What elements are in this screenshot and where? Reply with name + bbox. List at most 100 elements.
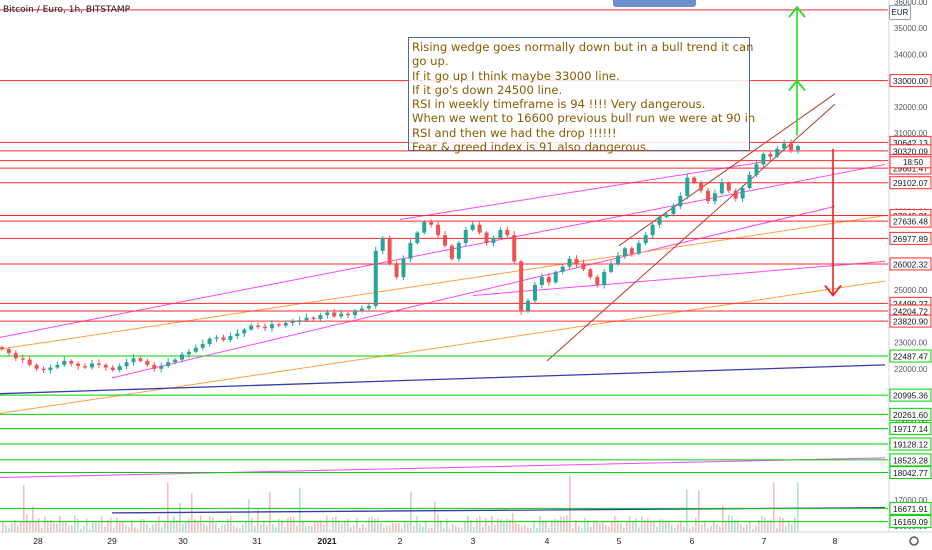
trendline (111, 205, 836, 379)
volume-bar (308, 525, 310, 532)
volume-bar (119, 522, 121, 532)
volume-bar (773, 482, 775, 532)
volume-bar (341, 523, 343, 532)
volume-bar (266, 525, 268, 532)
volume-bar (545, 521, 547, 532)
trendline (399, 161, 765, 220)
volume-bar (170, 522, 172, 532)
volume-bar (440, 520, 442, 532)
volume-bar (632, 521, 634, 532)
volume-bar (713, 521, 715, 532)
candle-body (436, 224, 441, 236)
volume-bar (149, 527, 151, 532)
volume-bar (674, 527, 676, 532)
candle-body (200, 343, 205, 348)
y-tick-label: 34000.00 (894, 50, 928, 59)
candle-body (69, 360, 74, 364)
candle-body (719, 182, 724, 194)
trendline (0, 364, 886, 395)
note-line: RSI in weekly timeframe is 94 !!!! Very … (412, 97, 706, 112)
volume-bar (677, 523, 679, 532)
volume-bar (671, 524, 673, 532)
x-tick-label: 3 (471, 536, 476, 546)
volume-bar (50, 519, 52, 532)
volume-bar (260, 524, 262, 532)
y-tick-label: 25000.00 (894, 286, 928, 295)
candle-body (346, 313, 351, 316)
candle-body (290, 321, 295, 323)
volume-bar (398, 522, 400, 532)
volume-bar (338, 520, 340, 532)
volume-bar (146, 523, 148, 532)
level-price-label: 29661.47 (893, 164, 928, 174)
candle-body (588, 269, 593, 278)
volume-bar (155, 522, 157, 532)
volume-bar (464, 521, 466, 532)
top-toolbar-button[interactable] (613, 0, 696, 7)
volume-bar (176, 520, 178, 532)
volume-bar (329, 528, 331, 532)
volume-bar (8, 527, 10, 532)
volume-bar (74, 515, 76, 532)
volume-bar (617, 519, 619, 532)
candle-body (179, 354, 184, 360)
candle-body (325, 312, 330, 316)
note-line: go up. (412, 54, 449, 69)
volume-bar (362, 524, 364, 532)
volume-bar (521, 526, 523, 532)
volume-bar (71, 525, 73, 532)
level-price-label: 30642.13 (893, 138, 928, 148)
x-tick-label: 2 (398, 536, 403, 546)
volume-bar (575, 519, 577, 532)
candle-body (235, 333, 240, 337)
countdown-tag (889, 156, 932, 169)
volume-bar (446, 518, 448, 532)
y-tick-label: 17000.00 (894, 496, 928, 505)
volume-bar (605, 524, 607, 532)
volume-bar (92, 522, 94, 532)
candle-body (546, 277, 551, 283)
volume-bar (230, 516, 232, 532)
volume-bar (53, 522, 55, 532)
candle-body (103, 364, 108, 368)
candle-body (242, 329, 247, 334)
y-tick-label: 22000.00 (894, 365, 928, 374)
candle-body (152, 364, 157, 369)
candle-body (470, 224, 475, 230)
volume-bar (224, 524, 226, 532)
currency-button[interactable]: EUR (889, 5, 911, 20)
volume-bar (641, 515, 643, 532)
candle-body (263, 326, 268, 329)
volume-bar (644, 519, 646, 532)
volume-bar (506, 518, 508, 532)
volume-bar (86, 518, 88, 532)
gear-icon[interactable] (909, 536, 919, 546)
volume-bar (548, 528, 550, 532)
candle-body (595, 277, 600, 285)
candle-body (678, 195, 683, 207)
volume-bar (485, 517, 487, 532)
volume-bar (104, 526, 106, 532)
level-price-tag (889, 349, 932, 363)
candle-body (512, 235, 517, 262)
volume-bar (611, 520, 613, 532)
volume-bars (2, 475, 799, 532)
volume-bar (581, 527, 583, 532)
volume-bar (737, 519, 739, 532)
volume-bar (65, 522, 67, 532)
candle-body (207, 338, 212, 344)
candle-body (712, 193, 717, 202)
level-price-tag (889, 176, 932, 190)
candle-body (138, 358, 143, 361)
x-tick-label: 31 (252, 536, 262, 546)
volume-bar (554, 519, 556, 532)
volume-bar (272, 524, 274, 532)
volume-bar (629, 516, 631, 532)
candle-body (214, 337, 219, 339)
volume-bar (287, 518, 289, 532)
volume-bar (179, 502, 181, 532)
candle-body (782, 143, 787, 149)
volume-bar (788, 520, 790, 532)
volume-bar (164, 522, 166, 532)
